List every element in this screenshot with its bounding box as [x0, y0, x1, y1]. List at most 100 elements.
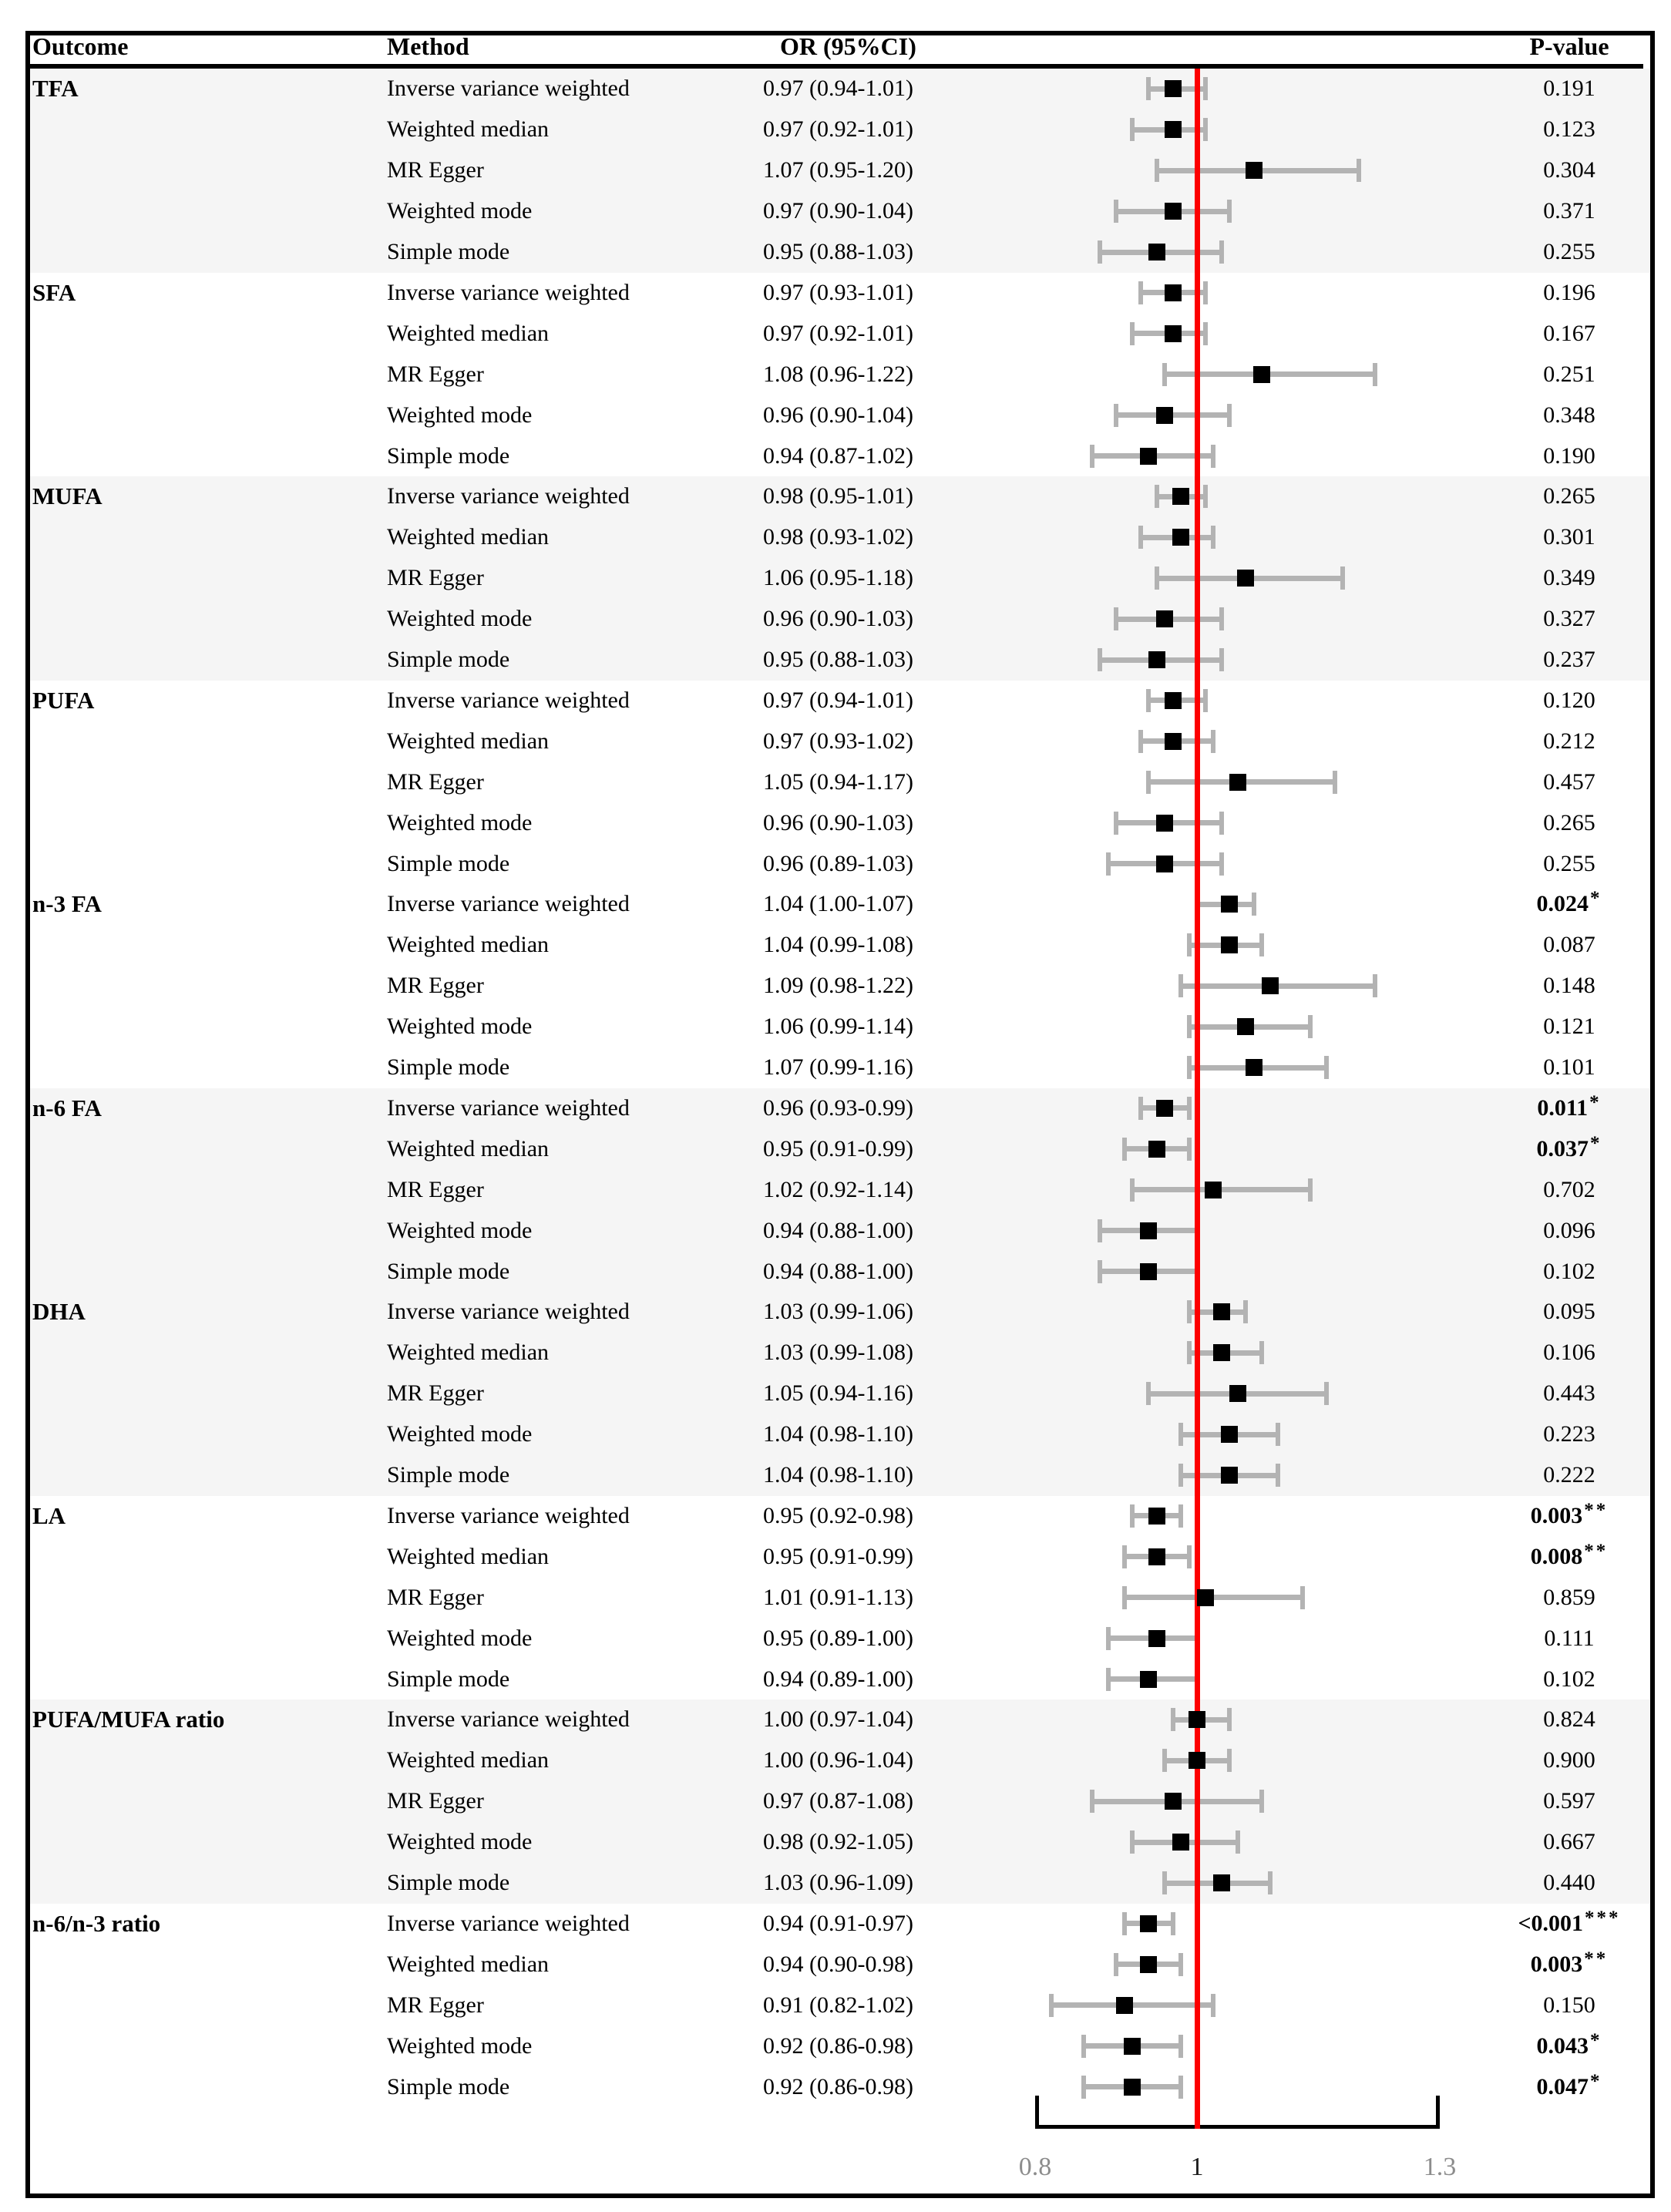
or-ci-value: 1.03 (0.99-1.08)	[763, 1340, 913, 1366]
or-marker	[1140, 1914, 1157, 1932]
method-label: MR Egger	[387, 973, 484, 999]
ci-cap-right	[1243, 1300, 1248, 1324]
method-label: Inverse variance weighted	[387, 1502, 630, 1528]
x-axis-tick-label: 1	[1190, 2153, 1204, 2181]
ci-cap-right	[1373, 362, 1377, 386]
ci-cap-left	[1178, 974, 1183, 998]
ci-cap-right	[1202, 688, 1208, 712]
method-label: Simple mode	[387, 1258, 510, 1284]
or-marker	[1140, 447, 1157, 465]
ci-cap-left	[1098, 1219, 1102, 1242]
ci-cap-right	[1357, 159, 1361, 183]
ci-cap-left	[1186, 933, 1192, 957]
ci-cap-left	[1098, 648, 1102, 672]
p-value: 0.349	[1543, 565, 1595, 591]
significance-stars: ***	[1585, 1907, 1621, 1928]
method-label: Simple mode	[387, 2073, 510, 2099]
ci-cap-left	[1105, 1626, 1111, 1650]
method-label: MR Egger	[387, 1992, 484, 2018]
or-marker	[1189, 1711, 1205, 1729]
ci-cap-left	[1138, 1096, 1143, 1120]
row-band	[30, 1088, 1650, 1292]
ci-cap-right	[1219, 240, 1224, 264]
ci-cap-right	[1259, 1341, 1264, 1365]
outcome-label: LA	[32, 1501, 66, 1529]
method-label: MR Egger	[387, 1584, 484, 1610]
ci-cap-right	[1219, 852, 1224, 876]
p-value: 0.191	[1543, 76, 1595, 102]
or-ci-value: 0.92 (0.86-0.98)	[763, 2032, 913, 2059]
or-ci-value: 0.97 (0.92-1.01)	[763, 116, 913, 143]
method-label: Weighted median	[387, 1135, 550, 1161]
method-label: Simple mode	[387, 647, 510, 673]
or-marker	[1164, 284, 1182, 301]
ci-cap-left	[1114, 200, 1118, 224]
or-marker	[1261, 977, 1279, 995]
ci-cap-left	[1121, 1585, 1127, 1609]
or-ci-value: 0.97 (0.94-1.01)	[763, 687, 913, 713]
outcome-label: TFA	[32, 75, 79, 103]
p-value: 0.304	[1543, 157, 1595, 183]
method-label: Simple mode	[387, 850, 510, 876]
ci-cap-right	[1276, 1464, 1280, 1488]
or-marker	[1196, 1588, 1214, 1606]
ci-cap-left	[1121, 1545, 1127, 1568]
or-ci-value: 1.06 (0.99-1.14)	[763, 1014, 913, 1040]
or-ci-value: 1.04 (0.99-1.08)	[763, 932, 913, 958]
or-marker	[1156, 1099, 1173, 1117]
outcome-label: DHA	[32, 1298, 86, 1326]
or-marker	[1212, 1874, 1230, 1892]
or-ci-value: 0.98 (0.93-1.02)	[763, 524, 913, 550]
ci-cap-right	[1178, 1952, 1183, 1976]
ci-cap-right	[1178, 1504, 1183, 1528]
or-ci-value: 0.91 (0.82-1.02)	[763, 1992, 913, 2018]
ci-cap-left	[1105, 1667, 1111, 1691]
ci-cap-left	[1098, 240, 1102, 264]
or-marker	[1172, 488, 1189, 506]
ci-cap-left	[1146, 688, 1151, 712]
method-label: MR Egger	[387, 565, 484, 591]
x-axis-left-tick	[1035, 2096, 1039, 2125]
method-label: Simple mode	[387, 239, 510, 265]
ci-cap-right	[1178, 2075, 1183, 2099]
or-marker	[1221, 896, 1238, 913]
p-value: 0.121	[1543, 1014, 1595, 1040]
or-marker	[1164, 203, 1182, 220]
p-value: 0.348	[1543, 402, 1595, 428]
or-ci-value: 1.06 (0.95-1.18)	[763, 565, 913, 591]
significance-stars: **	[1584, 1499, 1609, 1521]
ci-cap-right	[1227, 1749, 1232, 1773]
p-value: 0.237	[1543, 647, 1595, 673]
ci-cap-left	[1130, 321, 1135, 345]
or-ci-value: 0.94 (0.91-0.97)	[763, 1910, 913, 1936]
ci-cap-right	[1324, 1056, 1329, 1080]
ci-cap-right	[1308, 1178, 1313, 1202]
method-label: Weighted median	[387, 932, 550, 958]
p-value: 0.859	[1543, 1584, 1595, 1610]
or-ci-value: 1.07 (0.95-1.20)	[763, 157, 913, 183]
or-ci-value: 0.94 (0.87-1.02)	[763, 442, 913, 469]
row-band	[30, 1699, 1650, 1904]
p-value: 0.824	[1543, 1706, 1595, 1733]
p-value: 0.223	[1543, 1421, 1595, 1447]
method-label: Weighted mode	[387, 1421, 533, 1447]
significance-stars: *	[1590, 888, 1602, 909]
or-marker	[1156, 610, 1173, 628]
method-label: Weighted mode	[387, 1625, 533, 1651]
or-marker	[1140, 1262, 1157, 1280]
or-ci-value: 1.09 (0.98-1.22)	[763, 973, 913, 999]
method-label: Inverse variance weighted	[387, 1094, 630, 1121]
or-marker	[1156, 855, 1173, 872]
p-value: 0.597	[1543, 1788, 1595, 1814]
method-label: Weighted mode	[387, 198, 533, 224]
ci-cap-right	[1267, 1871, 1273, 1895]
or-ci-value: 0.95 (0.89-1.00)	[763, 1625, 913, 1651]
ci-cap-left	[1121, 1137, 1127, 1161]
or-marker	[1229, 1385, 1246, 1403]
or-marker	[1140, 1670, 1157, 1688]
ci-cap-right	[1170, 1911, 1175, 1935]
or-marker	[1221, 936, 1238, 954]
x-axis-line	[1035, 2125, 1440, 2129]
significance-stars: **	[1584, 1948, 1609, 1969]
or-ci-value: 1.04 (0.98-1.10)	[763, 1421, 913, 1447]
